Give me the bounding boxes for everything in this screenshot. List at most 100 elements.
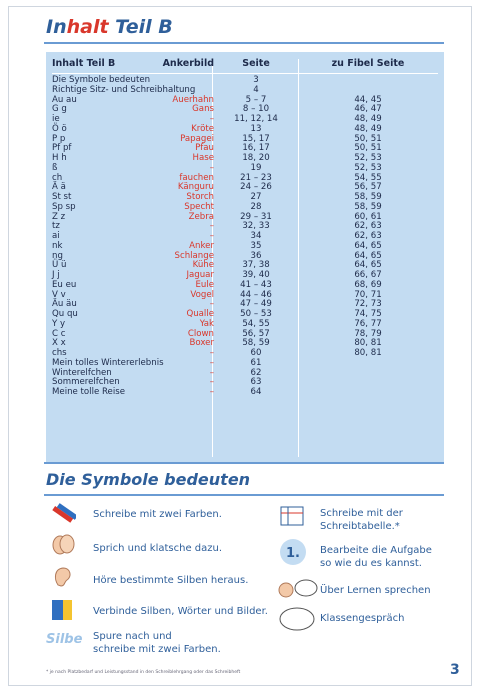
cell-primer-page: 52, 53 — [354, 162, 382, 173]
cell-anchor-image: Hase — [192, 153, 215, 163]
cell-primer-page: 48, 49 — [354, 123, 382, 134]
cell-topic: Qu qu — [52, 309, 78, 319]
cell-page: 3 — [253, 75, 259, 85]
cell-page: 60 — [250, 348, 262, 358]
cell-primer-page: 62, 63 — [354, 231, 382, 241]
contents-panel — [46, 52, 444, 462]
table-row: Pf pf Pfau 16, 17 50, 51 — [52, 143, 438, 154]
cell-anchor-image: – — [209, 162, 214, 173]
cell-anchor-image: Schlange — [174, 250, 214, 261]
cell-topic: nk — [52, 240, 63, 251]
cell-primer-page: 72, 73 — [354, 299, 382, 310]
puzzle-icon — [52, 600, 72, 620]
writing-table-icon — [280, 506, 304, 526]
cell-topic: Sommerelfchen — [52, 377, 120, 388]
section-rule — [44, 462, 444, 464]
contents-table: Inhalt Teil B Ankerbild Seite zu Fibel S… — [52, 59, 438, 398]
cell-topic: tz — [52, 221, 60, 232]
table-row: G g Gans 8 – 10 46, 47 — [52, 104, 438, 115]
cell-topic: ng — [52, 250, 63, 261]
table-row: ai – 34 62, 63 — [52, 231, 438, 242]
cell-primer-page: 52, 53 — [354, 153, 382, 163]
cell-page: 5 – 7 — [245, 94, 267, 105]
cell-primer-page: 64, 65 — [354, 260, 382, 271]
cell-primer-page: 50, 51 — [354, 143, 382, 154]
symbols-heading: Die Symbole bedeuten — [46, 470, 251, 489]
cell-primer-page: 44, 45 — [354, 94, 382, 105]
cell-primer-page — [298, 378, 438, 388]
cell-primer-page: 50, 51 — [354, 133, 382, 144]
cell-topic: J j — [52, 270, 60, 280]
cell-page: 54, 55 — [242, 318, 270, 329]
cell-primer-page: 56, 57 — [354, 182, 382, 193]
speech-bubble-icon — [278, 579, 318, 598]
table-row: tz – 32, 33 62, 63 — [52, 221, 438, 232]
clapping-hands-icon — [52, 534, 75, 555]
cell-page: 64 — [250, 387, 262, 397]
table-row: nk Anker 35 64, 65 — [52, 240, 438, 252]
cell-anchor-image: Vogel — [190, 289, 214, 300]
cell-anchor-image: Clown — [187, 328, 214, 339]
symbol-task-line1: Bearbeite die Aufgabe — [320, 545, 432, 556]
page-number: 3 — [450, 662, 460, 678]
table-row: Richtige Sitz- und Schreibhaltung 4 — [52, 85, 438, 96]
pencils-icon — [52, 503, 76, 523]
cell-topic: Ä ä — [52, 182, 66, 193]
cell-primer-page — [298, 388, 438, 398]
cell-primer-page: 78, 79 — [354, 328, 382, 339]
cell-page: 37, 38 — [242, 260, 270, 271]
symbol-speak-clap: Sprich und klatsche dazu. — [93, 543, 223, 554]
cell-topic: ß — [52, 162, 58, 173]
cell-topic: C c — [52, 328, 66, 339]
cell-topic: Au au — [52, 94, 77, 105]
symbol-class-discussion: Klassengespräch — [320, 613, 405, 624]
cell-topic: Sp sp — [52, 201, 76, 212]
title-rule — [44, 42, 444, 44]
cell-topic: X x — [52, 338, 66, 349]
table-row: Au au Auerhahn 5 – 7 44, 45 — [52, 94, 438, 106]
cell-page: 16, 17 — [242, 143, 270, 154]
cell-primer-page: 46, 47 — [354, 104, 382, 115]
cell-page: 27 — [250, 192, 262, 202]
cell-anchor-image: Känguru — [177, 182, 214, 193]
table-header: Inhalt Teil B Ankerbild Seite zu Fibel S… — [52, 59, 438, 76]
cell-primer-page — [298, 76, 438, 86]
cell-topic: Eu eu — [52, 279, 77, 290]
cell-topic: H h — [52, 153, 67, 163]
cell-topic: Z z — [52, 211, 66, 222]
cell-anchor-image: Anker — [189, 240, 214, 251]
header-divider — [52, 73, 438, 74]
cell-topic: St st — [52, 192, 72, 202]
table-row: Sp sp Specht 28 58, 59 — [52, 201, 438, 213]
cell-anchor-image: – — [209, 367, 214, 378]
cell-anchor-image: – — [209, 387, 214, 397]
header-page: Seite — [242, 58, 270, 69]
cell-anchor-image: – — [209, 377, 214, 388]
cell-anchor-image: Papagei — [180, 133, 214, 144]
table-row: St st Storch 27 58, 59 — [52, 192, 438, 203]
table-row: Die Symbole bedeuten 3 — [52, 75, 438, 86]
cell-anchor-image: Kröte — [191, 123, 214, 134]
cell-page: 56, 57 — [242, 328, 270, 339]
header-primer-page: zu Fibel Seite — [331, 58, 405, 69]
cell-primer-page: 80, 81 — [354, 338, 382, 349]
cell-primer-page — [298, 369, 438, 379]
cell-primer-page: 58, 59 — [354, 192, 382, 202]
cell-topic: Ö ö — [52, 123, 67, 134]
symbol-task-line2: so wie du es kannst. — [320, 558, 422, 569]
column-divider — [212, 59, 213, 457]
table-row: Mein tolles Winterer­lebnis – 61 — [52, 358, 438, 369]
cell-topic: ie — [52, 114, 60, 124]
table-row: Ü ü Kühe 37, 38 64, 65 — [52, 260, 438, 271]
cell-page: 39, 40 — [242, 270, 270, 280]
cell-primer-page: 54, 55 — [354, 172, 382, 183]
cell-page: 47 – 49 — [240, 299, 272, 310]
symbol-connect: Verbinde Silben, Wörter und Bilder. — [93, 606, 268, 617]
cell-anchor-image: Gans — [192, 104, 214, 115]
cell-primer-page: 68, 69 — [354, 279, 382, 290]
table-row: Ä ä Känguru 24 – 26 56, 57 — [52, 182, 438, 193]
symbol-table-line1: Schreibe mit der — [320, 508, 403, 519]
page-title: Inhalt Teil B — [46, 16, 173, 38]
footnote: * je nach Platzbedarf und Leistungsstand… — [46, 670, 241, 675]
cell-primer-page: 60, 61 — [354, 211, 382, 222]
